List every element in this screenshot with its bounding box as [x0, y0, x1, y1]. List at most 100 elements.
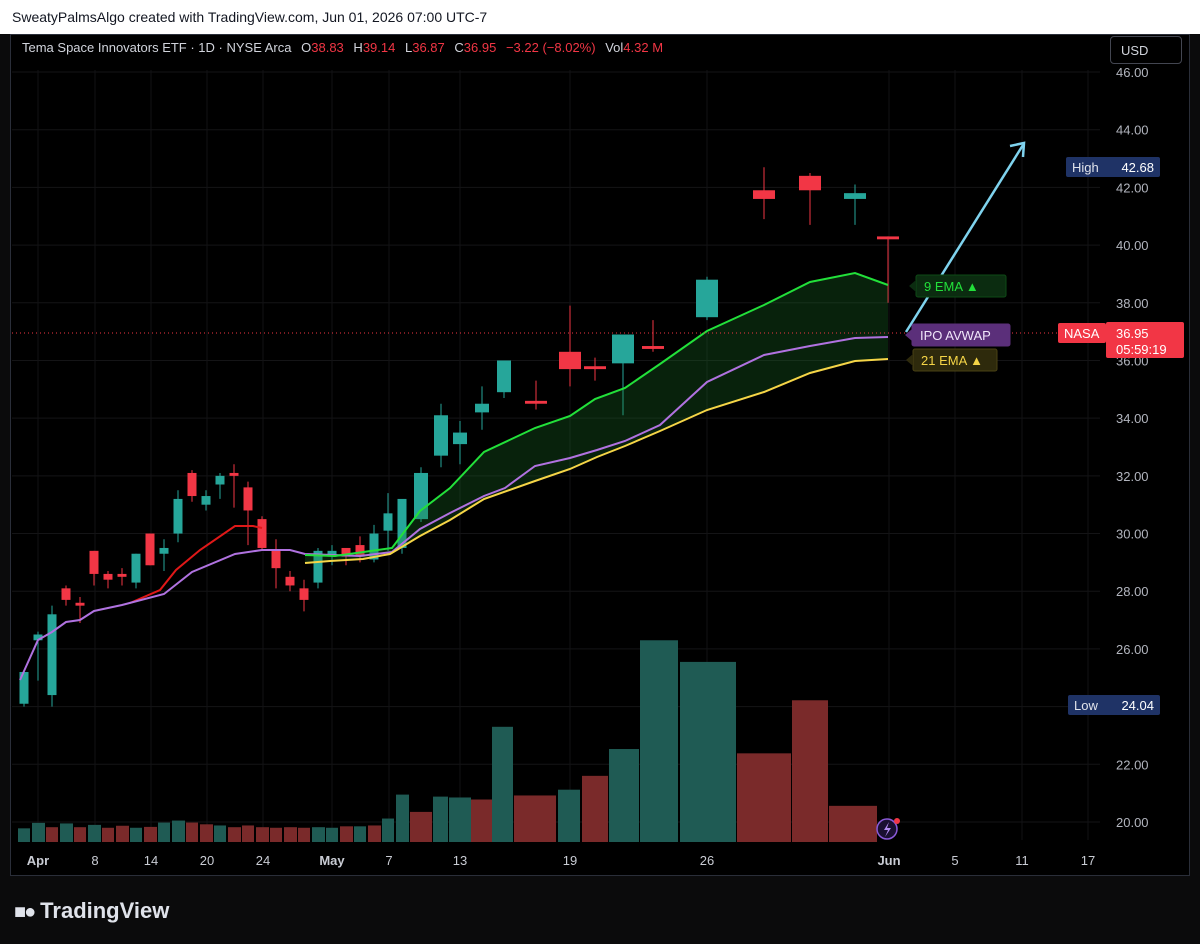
x-tick-label: Apr [27, 853, 49, 868]
candle-body [243, 487, 253, 511]
candle-body [397, 498, 407, 548]
open-value: 38.83 [311, 40, 344, 55]
candle-body [103, 573, 113, 580]
candle-body [453, 432, 467, 445]
volume-bar [74, 827, 86, 842]
candle-body [257, 519, 267, 548]
tradingview-logo-icon: ■● [14, 901, 36, 923]
candle-body [313, 550, 323, 583]
volume-label: Vol [605, 40, 624, 55]
ema9-line [304, 271, 889, 558]
red-ma-line [129, 525, 263, 604]
x-tick-label: May [319, 853, 345, 868]
candle-body [341, 547, 351, 557]
volume-bar [609, 749, 639, 842]
candle-body [497, 360, 511, 393]
attribution-bar: SweatyPalmsAlgo created with TradingView… [0, 0, 1200, 34]
volume-bar [256, 827, 269, 842]
x-tick-label: 24 [256, 853, 270, 868]
x-tick-label: 19 [563, 853, 577, 868]
y-tick-label: 32.00 [1116, 469, 1149, 484]
ema9-label-pointer [909, 280, 916, 292]
volume-bar [172, 820, 185, 842]
low-badge-value: 24.04 [1121, 698, 1154, 713]
volume-value: 4.32 M [623, 40, 664, 55]
volume-bar [792, 700, 828, 842]
x-tick-label: 13 [453, 853, 467, 868]
candle-body [19, 672, 29, 704]
x-tick-label: 14 [144, 853, 158, 868]
footer [0, 878, 1200, 944]
volume-bar [88, 824, 101, 842]
x-tick-label: 5 [951, 853, 958, 868]
x-tick-label: 7 [385, 853, 392, 868]
x-tick-label: 26 [700, 853, 714, 868]
y-tick-label: 44.00 [1116, 123, 1149, 138]
ema21-label: 21 EMA ▲ [921, 353, 983, 368]
volume-bar [144, 826, 157, 842]
candle-body [187, 472, 197, 497]
candle-body [201, 496, 211, 505]
candle-body [642, 346, 664, 349]
x-tick-label: 20 [200, 853, 214, 868]
volume-bar [186, 822, 198, 842]
candle-body [327, 550, 337, 557]
volume-bar [102, 827, 114, 842]
x-tick-label: 17 [1081, 853, 1095, 868]
candle-body [696, 279, 718, 318]
candle-body [173, 498, 183, 534]
candle-body [559, 351, 581, 370]
volume-bar [32, 822, 45, 842]
candle-body [159, 547, 169, 554]
candle-body [844, 193, 866, 199]
volume-bar [242, 825, 254, 842]
volume-bar [558, 789, 580, 842]
ipo-avwap-label: IPO AVWAP [920, 328, 991, 343]
x-tick-label: Jun [877, 853, 900, 868]
volume-bar [582, 775, 608, 842]
candle-body [355, 545, 365, 557]
volume-bar [471, 799, 493, 842]
projection-arrow-head [1009, 141, 1026, 158]
high-value: 39.14 [362, 40, 396, 55]
candle-body [434, 415, 448, 456]
volume-bar [410, 811, 432, 842]
candle-body [877, 236, 899, 240]
volume-bar [340, 826, 353, 842]
high-badge-bg [1066, 157, 1160, 177]
candle-body [584, 366, 606, 370]
last-price-value: 36.95 [1116, 326, 1149, 341]
last-price-countdown: 05:59:19 [1116, 342, 1167, 357]
last-symbol-bg [1058, 323, 1106, 343]
candle-body [475, 403, 489, 413]
candle-body [753, 190, 775, 199]
volume-bar [382, 818, 394, 842]
volume-bar [829, 805, 877, 842]
candle-body [299, 588, 309, 600]
volume-bar [640, 640, 678, 842]
y-tick-label: 46.00 [1116, 65, 1149, 80]
y-tick-label: 20.00 [1116, 815, 1149, 830]
last-symbol: NASA [1064, 326, 1100, 341]
x-tick-label: 8 [91, 853, 98, 868]
high-label: H [353, 40, 363, 55]
y-tick-label: 22.00 [1116, 757, 1149, 772]
symbol-legend: Tema Space Innovators ETF · 1D · NYSE Ar… [22, 40, 663, 55]
last-price-bg [1106, 322, 1184, 358]
candle-body [47, 614, 57, 696]
ema21-label-pointer [906, 354, 913, 366]
x-tick-label: 11 [1015, 853, 1029, 868]
tradingview-logo-text: TradingView [40, 898, 170, 923]
candle-body [229, 472, 239, 476]
y-tick-label: 38.00 [1116, 296, 1149, 311]
volume-bar [200, 824, 213, 842]
volume-bar [46, 827, 58, 842]
high-badge-value: 42.68 [1121, 160, 1154, 175]
candle-body [285, 576, 295, 586]
currency-button[interactable]: USD [1110, 36, 1182, 64]
high-badge-label: High [1072, 160, 1099, 175]
volume-bar [492, 726, 513, 842]
volume-bar [60, 823, 73, 842]
volume-bar [18, 828, 30, 842]
